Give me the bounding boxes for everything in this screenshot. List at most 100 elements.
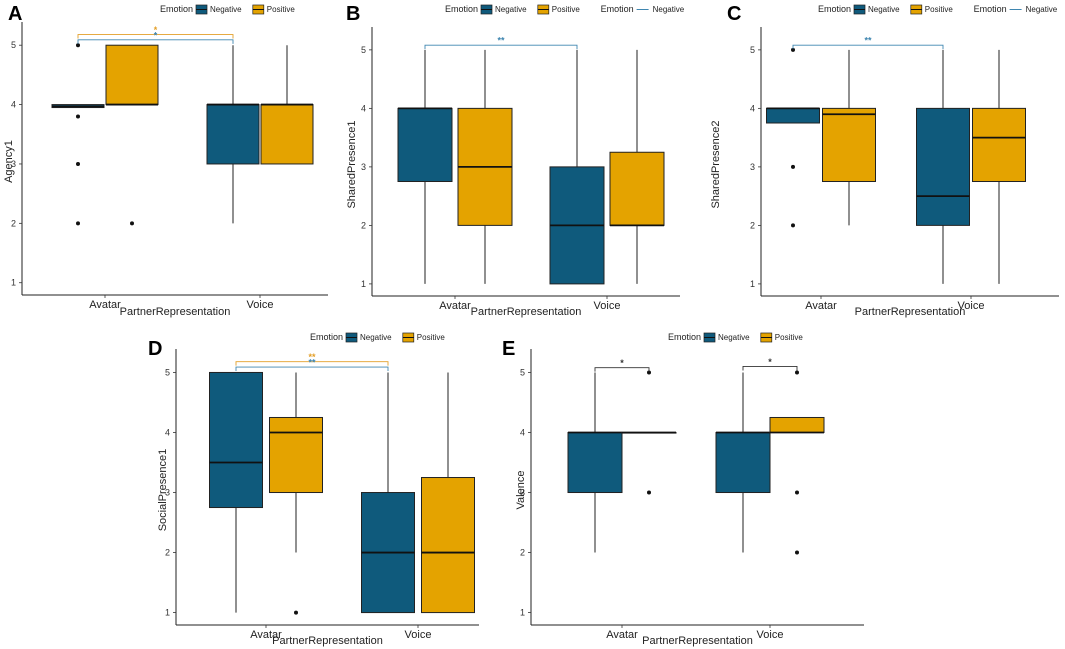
significance-label: ** xyxy=(308,358,316,368)
panel-letter: A xyxy=(8,3,22,25)
box-negative-avatar xyxy=(567,431,623,494)
significance-bracket xyxy=(792,44,944,50)
legend-title: Emotion xyxy=(310,332,343,342)
x-tick-label: Avatar xyxy=(89,299,121,311)
legend-title: Emotion xyxy=(445,4,478,14)
significance-bracket xyxy=(742,366,798,371)
outlier-point xyxy=(647,370,651,375)
x-tick-label: Avatar xyxy=(805,300,837,312)
y-axis-title: SocialPresence1 xyxy=(157,449,169,532)
y-tick-label: 3 xyxy=(361,162,366,172)
legend-label: Negative xyxy=(360,333,392,342)
panel-b: B 1 2 3 4 5 Avatar Voice PartnerRepresentation Sh… xyxy=(346,3,685,318)
panel-letter: D xyxy=(148,338,162,360)
legend-title: Emotion xyxy=(818,4,851,14)
y-tick-label: 5 xyxy=(520,367,525,377)
outlier-point xyxy=(791,164,795,169)
significance-bracket xyxy=(235,361,389,366)
box-positive-avatar xyxy=(105,44,159,106)
box-positive-voice xyxy=(972,107,1026,183)
y-tick-label: 2 xyxy=(165,548,170,558)
y-tick-label: 4 xyxy=(750,103,755,113)
panel-e: E 1 2 3 4 5 Avatar Voice PartnerRepresentation Va… xyxy=(502,332,864,647)
legend-label: Negative xyxy=(495,5,527,14)
legend: Emotion Negative Positive xyxy=(310,332,445,343)
legend-title: Emotion xyxy=(974,4,1007,14)
x-tick-label: Voice xyxy=(247,299,274,311)
legend-title: Emotion xyxy=(160,4,193,14)
legend-label: Positive xyxy=(775,333,804,342)
legend: Emotion Negative Positive xyxy=(160,4,295,15)
legend-label: Negative xyxy=(718,333,750,342)
x-tick-label: Voice xyxy=(958,300,985,312)
y-tick-label: 1 xyxy=(520,608,525,618)
panel-d: D 1 2 3 4 5 Avatar Voice PartnerRepresentation So… xyxy=(148,332,479,647)
legend-label: Positive xyxy=(925,5,954,14)
outlier-point xyxy=(791,47,795,52)
legend: Emotion Negative Positive Emotion Negative xyxy=(445,4,685,15)
outlier-point xyxy=(76,161,80,166)
y-tick-label: 5 xyxy=(165,367,170,377)
outlier-point xyxy=(791,223,795,228)
box-negative-voice xyxy=(715,431,771,494)
y-tick-label: 1 xyxy=(165,608,170,618)
x-axis-title: PartnerRepresentation xyxy=(120,306,231,318)
significance-bracket xyxy=(235,366,389,372)
y-tick-label: 5 xyxy=(361,45,366,55)
outlier-point xyxy=(76,43,80,48)
significance-bracket xyxy=(424,44,578,50)
outlier-point xyxy=(647,490,651,495)
legend-label: Negative xyxy=(653,5,685,14)
x-tick-label: Voice xyxy=(594,300,621,312)
outlier-point xyxy=(294,610,298,615)
legend-label: Negative xyxy=(210,5,242,14)
x-axis-title: PartnerRepresentation xyxy=(471,306,582,318)
x-tick-label: Voice xyxy=(757,629,784,641)
y-tick-label: 1 xyxy=(750,279,755,289)
significance-bracket xyxy=(77,34,234,39)
outlier-point xyxy=(76,114,80,119)
outlier-point xyxy=(130,221,134,226)
y-tick-label: 1 xyxy=(361,279,366,289)
panel-letter: C xyxy=(727,3,741,25)
legend-label: Positive xyxy=(552,5,581,14)
y-axis-title: SharedPresence2 xyxy=(710,120,722,208)
legend-label: Negative xyxy=(1026,5,1058,14)
y-tick-label: 2 xyxy=(11,218,16,228)
legend-title: Emotion xyxy=(668,332,701,342)
significance-label: ** xyxy=(497,36,505,46)
box-negative-voice xyxy=(206,104,260,165)
box-negative-voice xyxy=(916,107,970,226)
y-tick-label: 3 xyxy=(11,159,16,169)
y-tick-label: 3 xyxy=(520,488,525,498)
panel-letter: E xyxy=(502,338,515,360)
x-tick-label: Avatar xyxy=(250,629,282,641)
legend-title: Emotion xyxy=(601,4,634,14)
significance-label: * xyxy=(620,358,624,368)
outlier-point xyxy=(795,370,799,375)
box-negative-avatar xyxy=(766,107,820,124)
significance-label: * xyxy=(154,25,158,35)
box-negative-avatar xyxy=(397,107,453,183)
y-axis-title: SharedPresence1 xyxy=(346,120,358,208)
panel-letter: B xyxy=(346,3,360,25)
y-tick-label: 3 xyxy=(750,162,755,172)
y-tick-label: 5 xyxy=(750,45,755,55)
x-tick-label: Avatar xyxy=(439,300,471,312)
y-tick-label: 5 xyxy=(11,40,16,50)
box-positive-avatar xyxy=(822,107,876,183)
x-axis-title: PartnerRepresentation xyxy=(642,635,753,647)
y-tick-label: 4 xyxy=(165,427,170,437)
x-tick-label: Avatar xyxy=(606,629,638,641)
box-positive-avatar xyxy=(269,416,323,494)
significance-bracket xyxy=(594,367,650,372)
significance-label: * xyxy=(768,357,772,367)
y-tick-label: 3 xyxy=(165,488,170,498)
panel-a: A 1 2 3 4 5 Avatar Voice PartnerRepresentation Ag… xyxy=(3,3,328,318)
box-positive-voice xyxy=(609,151,665,226)
outlier-point xyxy=(76,221,80,226)
y-tick-label: 1 xyxy=(11,278,16,288)
y-tick-label: 4 xyxy=(11,100,16,110)
